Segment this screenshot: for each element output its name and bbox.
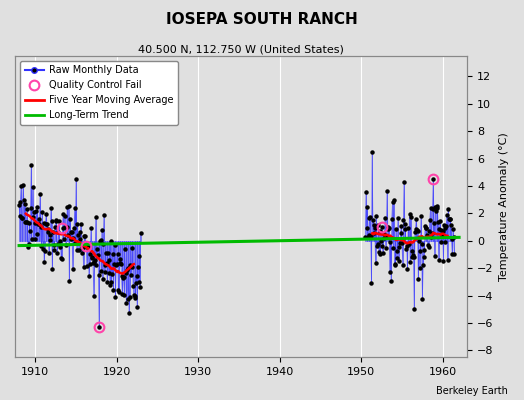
Title: 40.500 N, 112.750 W (United States): 40.500 N, 112.750 W (United States) <box>138 45 344 55</box>
Text: IOSEPA SOUTH RANCH: IOSEPA SOUTH RANCH <box>166 12 358 27</box>
Y-axis label: Temperature Anomaly (°C): Temperature Anomaly (°C) <box>499 132 509 281</box>
Text: Berkeley Earth: Berkeley Earth <box>436 386 508 396</box>
Legend: Raw Monthly Data, Quality Control Fail, Five Year Moving Average, Long-Term Tren: Raw Monthly Data, Quality Control Fail, … <box>20 61 178 125</box>
